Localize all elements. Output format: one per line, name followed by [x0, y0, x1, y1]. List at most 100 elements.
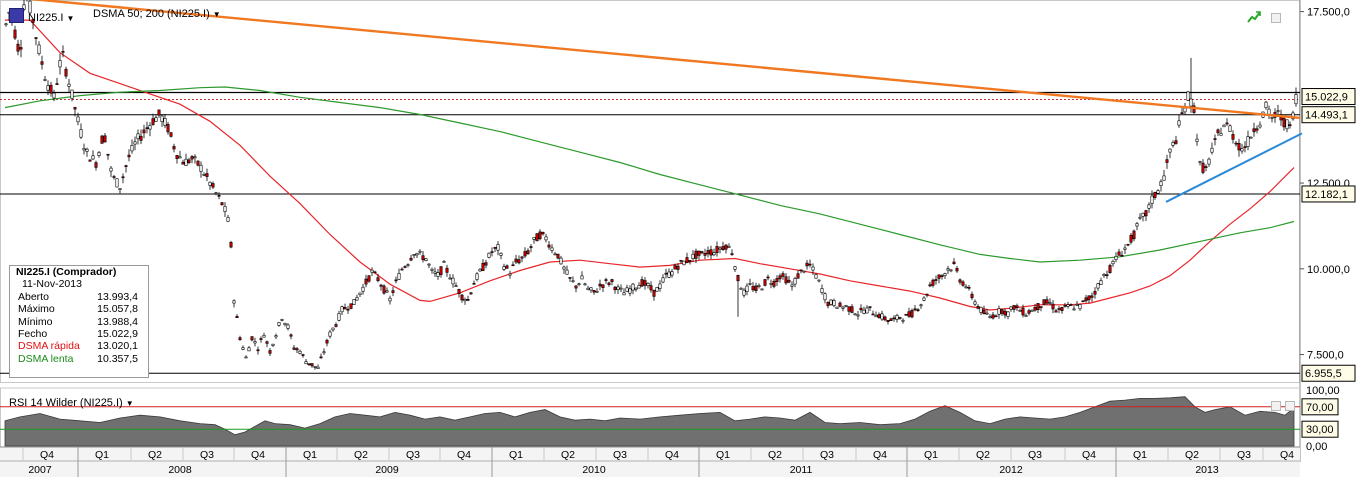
year-label: 2010	[582, 464, 606, 476]
rsi-area	[4, 396, 1295, 447]
candle-up	[985, 312, 989, 315]
candle-down	[592, 289, 596, 293]
candle-up	[274, 335, 278, 338]
candle-down	[127, 154, 131, 158]
candle-up	[487, 252, 491, 258]
candle-down	[1120, 254, 1124, 257]
candle-up	[79, 129, 83, 138]
candle-up	[922, 297, 926, 301]
rsi-close-button[interactable]	[1285, 401, 1295, 411]
candle-up	[247, 347, 251, 352]
candle-up	[742, 289, 746, 296]
candle-down	[1126, 243, 1130, 246]
candle-up	[856, 314, 860, 317]
candle-down	[1039, 306, 1043, 309]
candle-down	[172, 146, 176, 150]
candle-down	[838, 302, 842, 307]
candle-up	[46, 85, 50, 91]
candle-down	[568, 277, 572, 279]
candle-down	[643, 280, 647, 286]
info-row: Mínimo 13.988,4	[10, 316, 148, 328]
candle-up	[193, 156, 197, 159]
chevron-down-icon[interactable]: ▼	[125, 399, 134, 408]
quarter-label: Q2	[1185, 449, 1199, 461]
quarter-label: Q1	[303, 449, 317, 461]
trend-icon[interactable]	[1247, 10, 1261, 24]
candle-down	[763, 279, 767, 286]
price-axis: 17.500,012.500,010.000,07.500,015.022,91…	[1300, 7, 1356, 382]
candle-down	[778, 275, 782, 280]
candle-up	[628, 288, 632, 294]
candle-up	[646, 282, 650, 286]
candle-up	[616, 286, 620, 290]
symbol-selector[interactable]: NI225.I ▼	[9, 8, 74, 24]
candle-up	[436, 272, 440, 277]
chevron-down-icon[interactable]: ▼	[212, 10, 221, 19]
candle-up	[397, 273, 401, 280]
candle-up	[1264, 101, 1268, 108]
candle-up	[1072, 308, 1076, 311]
candle-down	[310, 363, 314, 367]
price-label-box	[1301, 106, 1356, 124]
candle-up	[949, 269, 953, 272]
candle-up	[508, 273, 512, 276]
candle-down	[886, 319, 890, 322]
candle-down	[157, 109, 161, 116]
year-label: 2007	[28, 464, 52, 476]
rsi-selector[interactable]: RSI 14 Wilder (NI225.I) ▼	[9, 397, 134, 409]
candle-down	[295, 348, 299, 351]
candle-up	[1294, 94, 1298, 105]
candle-down	[529, 246, 533, 248]
candle-down	[145, 127, 149, 129]
candle-down	[100, 135, 104, 144]
candle-down	[703, 253, 707, 256]
candle-down	[73, 107, 77, 110]
chevron-down-icon[interactable]: ▼	[66, 14, 75, 23]
symbol-label: NI225.I	[28, 12, 64, 24]
candle-down	[916, 309, 920, 312]
candle-down	[373, 271, 377, 274]
candle-up	[1096, 283, 1100, 289]
candle-down	[1036, 303, 1040, 310]
candle-down	[1252, 128, 1256, 133]
candle-up	[1150, 195, 1154, 204]
maximize-button[interactable]	[1271, 13, 1281, 23]
info-row-label: DSMA rápida	[18, 340, 80, 353]
candle-up	[1141, 212, 1145, 217]
candle-down	[13, 29, 17, 39]
candle-down	[367, 275, 371, 282]
candle-down	[391, 290, 395, 293]
candle-up	[865, 307, 869, 314]
y-tick-label: 7.500,0	[1307, 350, 1344, 362]
candle-down	[211, 183, 215, 188]
candle-down	[1000, 309, 1004, 314]
candle-down	[1003, 310, 1007, 316]
candle-up	[355, 297, 359, 301]
candle-down	[493, 247, 497, 249]
candle-down	[64, 68, 68, 77]
candle-down	[1012, 305, 1016, 310]
candle-up	[97, 152, 101, 157]
indicator-selector[interactable]: DSMA 50; 200 (NI225.I) ▼	[93, 8, 221, 20]
candle-down	[40, 61, 44, 65]
candle-down	[250, 336, 254, 341]
candle-up	[733, 266, 737, 270]
candle-down	[1174, 140, 1178, 144]
candle-up	[1291, 112, 1295, 120]
candle-down	[217, 195, 221, 197]
candle-up	[1195, 138, 1199, 142]
candle-up	[337, 313, 341, 321]
candle-up	[1156, 190, 1160, 194]
candle-up	[586, 287, 590, 290]
candle-down	[34, 37, 38, 39]
quarter-label: Q1	[509, 449, 523, 461]
rsi-panel: 100,00 70,00 30,00 0,00	[0, 385, 1340, 453]
candle-up	[358, 292, 362, 296]
candle-down	[334, 324, 338, 327]
candle-down	[460, 294, 464, 301]
candle-up	[199, 164, 203, 172]
candle-up	[1210, 147, 1214, 153]
quarter-label: Q4	[873, 449, 887, 461]
rsi-maximize-button[interactable]	[1271, 401, 1281, 411]
candle-down	[142, 129, 146, 134]
